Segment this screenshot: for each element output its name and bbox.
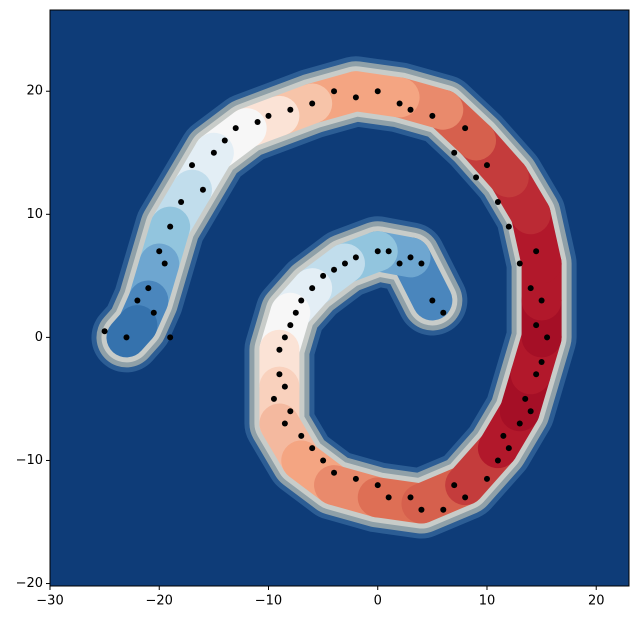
data-point: [533, 322, 540, 329]
data-point: [287, 408, 294, 415]
data-point: [407, 494, 414, 501]
data-point: [440, 309, 447, 316]
data-point: [544, 334, 551, 341]
data-point: [451, 149, 458, 156]
x-tick-label: −10: [255, 594, 282, 609]
data-point: [150, 309, 157, 316]
x-tick-label: −30: [36, 594, 63, 609]
x-tick-label: 20: [588, 594, 605, 609]
data-point: [352, 94, 359, 101]
data-point: [309, 445, 316, 452]
data-point: [522, 395, 529, 402]
contour-band: [91, 56, 577, 539]
data-point: [483, 475, 490, 482]
data-point: [374, 88, 381, 95]
data-point: [505, 445, 512, 452]
data-point: [533, 371, 540, 378]
data-point: [287, 322, 294, 329]
data-point: [407, 254, 414, 261]
data-point: [429, 112, 436, 119]
data-point: [462, 125, 469, 132]
data-point: [500, 432, 507, 439]
data-point: [374, 248, 381, 255]
data-point: [167, 223, 174, 230]
x-tick-label: 10: [479, 594, 496, 609]
data-point: [527, 408, 534, 415]
data-point: [281, 334, 288, 341]
data-point: [396, 260, 403, 267]
data-point: [494, 457, 501, 464]
data-point: [232, 125, 239, 132]
data-point: [451, 482, 458, 489]
data-point: [516, 260, 523, 267]
data-point: [167, 334, 174, 341]
data-point: [145, 285, 152, 292]
data-point: [331, 469, 338, 476]
data-point: [418, 506, 425, 513]
plot-frame: [49, 9, 630, 587]
data-point: [298, 432, 305, 439]
data-point: [494, 199, 501, 205]
data-point: [407, 106, 414, 113]
data-point: [538, 297, 545, 304]
y-tick-label: 10: [26, 207, 43, 222]
data-point: [309, 100, 316, 107]
x-tick-label: 0: [374, 594, 382, 609]
data-point: [331, 88, 338, 95]
data-point: [516, 420, 523, 427]
data-point: [221, 137, 228, 144]
data-point: [156, 248, 163, 255]
data-point: [396, 100, 403, 107]
y-tick-label: −10: [16, 453, 43, 468]
data-point: [123, 334, 130, 341]
data-point: [429, 297, 436, 304]
data-point: [101, 328, 108, 335]
data-point: [341, 260, 348, 267]
data-point: [281, 383, 288, 390]
data-point: [254, 119, 261, 125]
y-tick-label: 0: [35, 330, 43, 345]
data-point: [462, 494, 469, 501]
x-tick-label: −20: [146, 594, 173, 609]
data-point: [352, 254, 359, 261]
data-point: [189, 162, 196, 169]
y-tick-label: −20: [16, 576, 43, 591]
data-point: [320, 272, 327, 279]
data-point: [265, 112, 272, 119]
data-point: [385, 494, 392, 501]
data-point: [385, 248, 392, 255]
data-point: [483, 162, 490, 169]
data-point: [352, 475, 359, 482]
data-point: [134, 297, 141, 304]
data-point: [161, 260, 168, 267]
data-point: [292, 309, 299, 316]
data-point: [210, 149, 217, 156]
data-point: [281, 420, 288, 427]
data-point: [276, 371, 283, 378]
data-point: [178, 199, 185, 205]
data-point: [309, 285, 316, 292]
data-point: [527, 285, 534, 292]
data-point: [538, 359, 545, 365]
data-point: [533, 248, 540, 255]
data-point: [199, 186, 206, 193]
data-point: [440, 506, 447, 513]
y-tick-label: 20: [26, 84, 43, 99]
data-point: [270, 395, 277, 402]
data-point: [331, 266, 338, 273]
data-point: [473, 174, 480, 181]
data-point: [505, 223, 512, 230]
data-point: [374, 482, 381, 489]
data-point: [418, 260, 425, 267]
data-point: [287, 106, 294, 113]
data-point: [276, 346, 283, 353]
data-point: [320, 457, 327, 464]
data-point: [298, 297, 305, 304]
